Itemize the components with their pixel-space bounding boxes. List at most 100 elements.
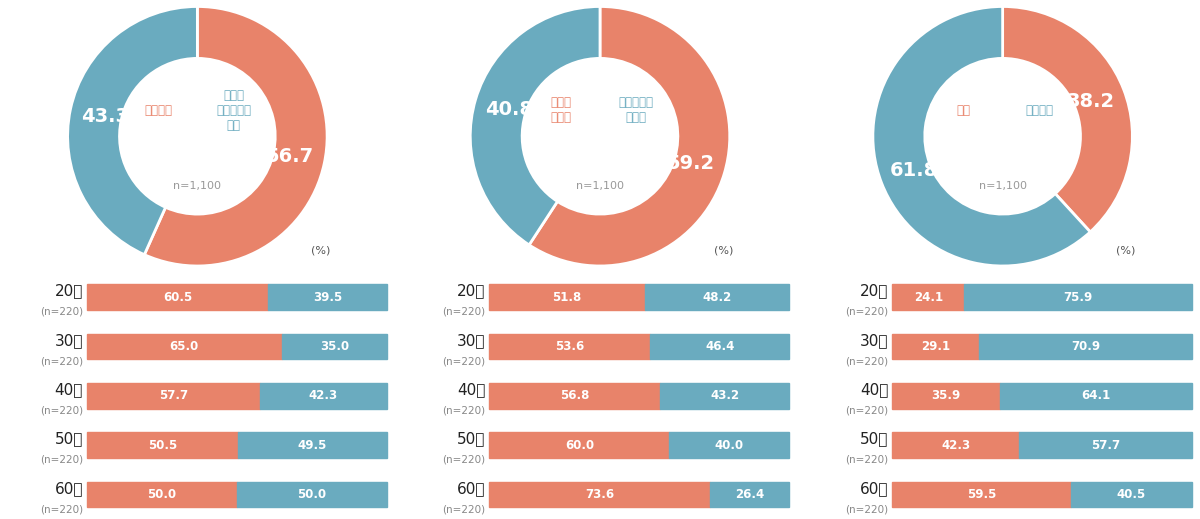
- Text: 30代: 30代: [54, 333, 83, 348]
- Text: (n=220): (n=220): [845, 504, 888, 514]
- Text: 38.2: 38.2: [1067, 92, 1115, 112]
- Text: 50代: 50代: [859, 431, 888, 446]
- Wedge shape: [470, 6, 600, 245]
- Text: 出さない: 出さない: [1025, 104, 1052, 117]
- Text: 42.3: 42.3: [941, 439, 970, 452]
- Wedge shape: [67, 6, 197, 255]
- Text: 70.9: 70.9: [1072, 340, 1100, 353]
- Wedge shape: [144, 6, 328, 266]
- Bar: [490, 334, 650, 359]
- Text: (n=220): (n=220): [40, 455, 83, 465]
- Wedge shape: [529, 6, 730, 266]
- Text: n=1,100: n=1,100: [576, 181, 624, 190]
- Text: 40.0: 40.0: [715, 439, 744, 452]
- Bar: [236, 482, 386, 507]
- Text: 73.6: 73.6: [586, 488, 614, 501]
- Text: 64.1: 64.1: [1081, 389, 1110, 402]
- Text: (n=220): (n=220): [40, 405, 83, 416]
- Text: 51.8: 51.8: [552, 291, 582, 304]
- Bar: [269, 284, 386, 310]
- Bar: [86, 383, 260, 408]
- Bar: [644, 284, 790, 310]
- Bar: [965, 284, 1192, 310]
- Bar: [490, 383, 660, 408]
- Bar: [490, 482, 710, 507]
- Text: (n=220): (n=220): [443, 455, 486, 465]
- Bar: [86, 284, 269, 310]
- Text: 40.5: 40.5: [1117, 488, 1146, 501]
- Text: 29.1: 29.1: [922, 340, 950, 353]
- Text: (n=220): (n=220): [845, 455, 888, 465]
- Bar: [892, 284, 965, 310]
- Text: 42.3: 42.3: [308, 389, 338, 402]
- Bar: [1070, 482, 1192, 507]
- Text: 50.0: 50.0: [298, 488, 326, 501]
- Bar: [892, 334, 979, 359]
- Text: 43.2: 43.2: [710, 389, 739, 402]
- Text: (n=220): (n=220): [40, 307, 83, 317]
- Text: 61.8: 61.8: [890, 161, 938, 180]
- Bar: [1019, 432, 1192, 458]
- Bar: [1000, 383, 1192, 408]
- Text: (n=220): (n=220): [443, 405, 486, 416]
- Text: 60代: 60代: [54, 481, 83, 496]
- Text: 60代: 60代: [457, 481, 486, 496]
- Text: 57.7: 57.7: [1091, 439, 1120, 452]
- Bar: [892, 383, 1000, 408]
- Wedge shape: [1003, 6, 1133, 232]
- Bar: [490, 432, 670, 458]
- Text: 20代: 20代: [859, 283, 888, 298]
- Bar: [490, 284, 644, 310]
- Bar: [710, 482, 790, 507]
- Text: 39.5: 39.5: [313, 291, 342, 304]
- Bar: [239, 432, 386, 458]
- Text: 40代: 40代: [859, 382, 888, 397]
- Text: 24.1: 24.1: [913, 291, 943, 304]
- Text: 65.0: 65.0: [169, 340, 199, 353]
- Text: 40代: 40代: [54, 382, 83, 397]
- Bar: [282, 334, 386, 359]
- Text: 56.8: 56.8: [560, 389, 589, 402]
- Text: (n=220): (n=220): [443, 307, 486, 317]
- Text: 30代: 30代: [457, 333, 486, 348]
- Text: 59.5: 59.5: [967, 488, 996, 501]
- Text: 湯船に
つかる: 湯船に つかる: [551, 97, 571, 124]
- Text: 75.9: 75.9: [1063, 291, 1093, 304]
- Wedge shape: [872, 6, 1091, 266]
- Bar: [86, 334, 282, 359]
- Text: (%): (%): [311, 245, 330, 255]
- Text: 56.7: 56.7: [266, 146, 314, 166]
- Text: (n=220): (n=220): [443, 356, 486, 366]
- Text: 53.6: 53.6: [556, 340, 584, 353]
- Text: 何回か
使ってから
洗う: 何回か 使ってから 洗う: [216, 89, 251, 132]
- Bar: [660, 383, 790, 408]
- Text: シャワーで
済ます: シャワーで 済ます: [619, 97, 654, 124]
- Bar: [650, 334, 790, 359]
- Text: (%): (%): [1116, 245, 1135, 255]
- Text: 35.9: 35.9: [931, 389, 960, 402]
- Text: 26.4: 26.4: [736, 488, 764, 501]
- Text: 出す: 出す: [956, 104, 971, 117]
- Text: 57.7: 57.7: [158, 389, 188, 402]
- Text: 35.0: 35.0: [319, 340, 349, 353]
- Bar: [979, 334, 1192, 359]
- Text: 40代: 40代: [457, 382, 486, 397]
- Bar: [86, 432, 239, 458]
- Text: n=1,100: n=1,100: [173, 181, 221, 190]
- Text: 毎回洗う: 毎回洗う: [144, 104, 173, 117]
- Bar: [892, 432, 1019, 458]
- Text: 20代: 20代: [54, 283, 83, 298]
- Text: 49.5: 49.5: [298, 439, 328, 452]
- Text: (n=220): (n=220): [40, 356, 83, 366]
- Text: 30代: 30代: [859, 333, 888, 348]
- Text: 59.2: 59.2: [667, 154, 715, 173]
- Text: (n=220): (n=220): [845, 307, 888, 317]
- Text: 43.3: 43.3: [80, 107, 128, 126]
- Text: (n=220): (n=220): [845, 405, 888, 416]
- Bar: [670, 432, 790, 458]
- Bar: [86, 482, 236, 507]
- Text: (n=220): (n=220): [40, 504, 83, 514]
- Text: 50代: 50代: [54, 431, 83, 446]
- Text: 50.0: 50.0: [148, 488, 176, 501]
- Text: (n=220): (n=220): [845, 356, 888, 366]
